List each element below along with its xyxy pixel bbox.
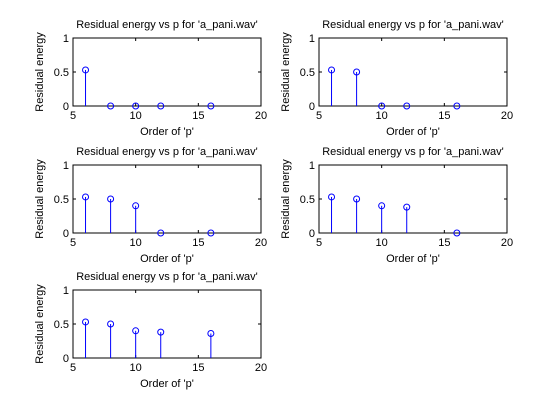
- chart-title: Residual energy vs p for 'a_pani.wav': [322, 19, 504, 31]
- stem-marker: [453, 229, 461, 237]
- x-axis-label: Order of 'p': [386, 126, 440, 138]
- chart-title: Residual energy vs p for 'a_pani.wav': [76, 271, 258, 283]
- x-tick-label: 10: [376, 237, 388, 249]
- y-tick-label: 1: [63, 33, 69, 45]
- x-tick-label: 5: [70, 237, 76, 249]
- stem-marker: [82, 193, 90, 201]
- x-tick-label: 10: [376, 110, 388, 122]
- x-axis-label: Order of 'p': [140, 253, 194, 265]
- stem-marker: [82, 66, 90, 74]
- stem-marker: [107, 320, 115, 328]
- chart-title: Residual energy vs p for 'a_pani.wav': [76, 146, 258, 158]
- y-axis-label: Residual energy: [280, 32, 292, 112]
- x-axis-label: Order of 'p': [386, 253, 440, 265]
- x-tick-label: 15: [192, 237, 204, 249]
- x-tick-label: 20: [501, 237, 513, 249]
- y-axis-label: Residual energy: [280, 159, 292, 239]
- y-tick-label: 0.5: [54, 194, 69, 206]
- x-tick-label: 5: [70, 110, 76, 122]
- chart-title: Residual energy vs p for 'a_pani.wav': [76, 19, 258, 31]
- y-tick-label: 1: [63, 160, 69, 172]
- x-tick-label: 15: [438, 110, 450, 122]
- y-tick-label: 0.5: [54, 319, 69, 331]
- x-tick-label: 15: [438, 237, 450, 249]
- y-tick-label: 0: [63, 353, 69, 365]
- x-tick-label: 20: [255, 362, 267, 374]
- stem-marker: [328, 66, 336, 74]
- stem-marker: [107, 102, 115, 110]
- x-tick-label: 20: [255, 237, 267, 249]
- y-tick-label: 0: [309, 101, 315, 113]
- stem-marker: [353, 68, 361, 76]
- x-tick-label: 10: [130, 110, 142, 122]
- stem-marker: [403, 203, 411, 211]
- y-tick-label: 0.5: [300, 67, 315, 79]
- stem-marker: [403, 102, 411, 110]
- x-tick-label: 20: [501, 110, 513, 122]
- stem-marker: [82, 318, 90, 326]
- y-axis-label: Residual energy: [34, 32, 46, 112]
- x-tick-label: 15: [192, 110, 204, 122]
- x-tick-label: 15: [192, 362, 204, 374]
- y-tick-label: 0: [63, 228, 69, 240]
- subplot-2: 5 10 15 20 0 0.5 1 Residual energy vs p for 'a_…: [280, 19, 513, 138]
- y-tick-label: 0: [309, 228, 315, 240]
- x-tick-label: 20: [255, 110, 267, 122]
- stem-marker: [378, 102, 386, 110]
- y-tick-label: 1: [309, 33, 315, 45]
- axes-box: [72, 37, 262, 107]
- y-tick-label: 0.5: [300, 194, 315, 206]
- axes-box: [318, 164, 508, 234]
- y-tick-label: 1: [309, 160, 315, 172]
- stem-marker: [207, 102, 215, 110]
- x-tick-label: 10: [130, 362, 142, 374]
- y-axis-label: Residual energy: [34, 284, 46, 364]
- stem-marker: [157, 102, 165, 110]
- y-tick-label: 1: [63, 285, 69, 297]
- stem-marker: [453, 102, 461, 110]
- subplot-1: 5 10 15 20 0 0.5 1 Residual energy vs p for 'a_…: [34, 19, 267, 138]
- x-axis-label: Order of 'p': [140, 378, 194, 390]
- stem-marker: [207, 330, 215, 338]
- stem-marker: [207, 229, 215, 237]
- stem-marker: [107, 195, 115, 203]
- stem-marker: [157, 229, 165, 237]
- stem-marker: [132, 327, 140, 335]
- stem-marker: [157, 328, 165, 336]
- axes-box: [318, 37, 508, 107]
- x-tick-label: 5: [70, 362, 76, 374]
- y-tick-label: 0: [63, 101, 69, 113]
- stem-marker: [353, 195, 361, 203]
- x-tick-label: 5: [316, 237, 322, 249]
- chart-title: Residual energy vs p for 'a_pani.wav': [322, 146, 504, 158]
- stem-marker: [132, 102, 140, 110]
- x-tick-label: 10: [130, 237, 142, 249]
- stem-marker: [328, 193, 336, 201]
- subplot-5: 5 10 15 20 0 0.5 1 Residual energy vs p for 'a_…: [34, 271, 267, 390]
- stem-marker: [132, 202, 140, 210]
- y-axis-label: Residual energy: [34, 159, 46, 239]
- subplot-4: 5 10 15 20 0 0.5 1 Residual energy vs p for 'a_…: [280, 146, 513, 265]
- y-tick-label: 0.5: [54, 67, 69, 79]
- x-axis-label: Order of 'p': [140, 126, 194, 138]
- x-tick-label: 5: [316, 110, 322, 122]
- axes-box: [72, 289, 262, 359]
- subplot-3: 5 10 15 20 0 0.5 1 Residual energy vs p for 'a_…: [34, 146, 267, 265]
- axes-box: [72, 164, 262, 234]
- stem-marker: [378, 202, 386, 210]
